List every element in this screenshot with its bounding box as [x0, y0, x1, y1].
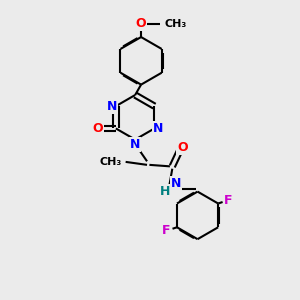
Text: O: O: [93, 122, 103, 135]
Text: O: O: [177, 140, 188, 154]
Text: F: F: [224, 194, 233, 207]
Text: CH₃: CH₃: [165, 19, 187, 29]
Text: N: N: [153, 122, 163, 135]
Text: CH₃: CH₃: [100, 157, 122, 167]
Text: N: N: [130, 138, 140, 151]
Text: H: H: [160, 185, 170, 198]
Text: N: N: [107, 100, 118, 113]
Text: F: F: [162, 224, 171, 237]
Text: N: N: [171, 177, 181, 190]
Text: O: O: [136, 17, 146, 30]
